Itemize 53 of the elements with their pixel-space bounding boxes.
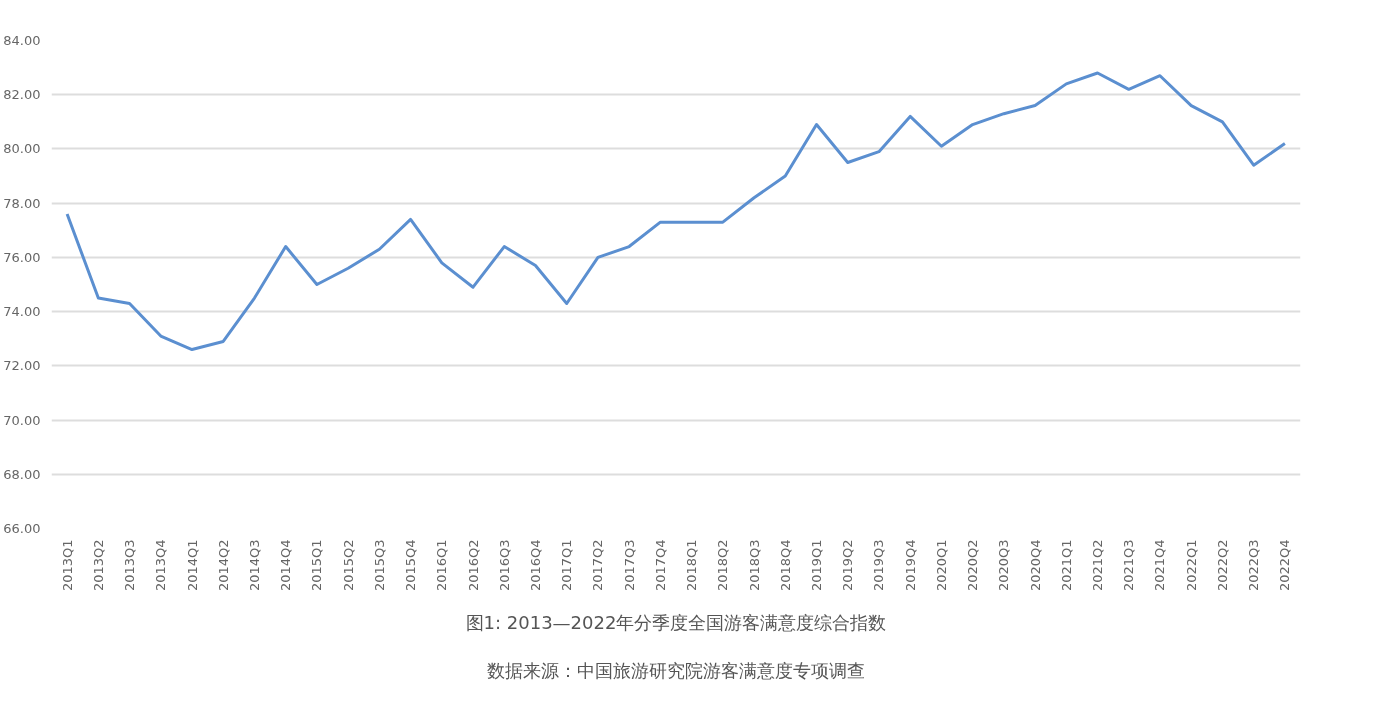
source-note: 数据来源：中国旅游研究院游客满意度专项调查 <box>487 659 865 681</box>
x-tick-label: 2013Q1 <box>59 539 75 592</box>
y-tick-label: 76.00 <box>3 249 41 265</box>
x-tick-label: 2017Q1 <box>559 539 575 592</box>
x-tick-label: 2013Q4 <box>153 539 169 592</box>
x-tick-label: 2018Q2 <box>715 539 731 592</box>
x-tick-label: 2019Q4 <box>902 539 918 592</box>
x-tick-label: 2021Q1 <box>1058 539 1074 592</box>
x-tick-label: 2021Q2 <box>1090 539 1106 592</box>
y-tick-label: 68.00 <box>3 466 41 482</box>
x-tick-label: 2020Q2 <box>965 539 981 592</box>
x-tick-label: 2014Q1 <box>184 539 200 592</box>
x-tick-label: 2013Q3 <box>122 539 138 592</box>
x-tick-label: 2016Q4 <box>527 539 543 592</box>
y-tick-label: 82.00 <box>3 87 41 103</box>
y-tick-label: 66.00 <box>3 521 41 536</box>
x-tick-label: 2020Q1 <box>933 539 949 592</box>
x-tick-label: 2019Q2 <box>840 539 856 592</box>
x-tick-label: 2017Q4 <box>652 539 668 592</box>
x-tick-label: 2013Q2 <box>90 539 106 592</box>
x-tick-label: 2015Q2 <box>340 539 356 592</box>
x-tick-label: 2017Q3 <box>621 539 637 592</box>
x-tick-label: 2015Q4 <box>403 539 419 592</box>
x-tick-label: 2015Q1 <box>309 539 325 592</box>
x-tick-label: 2021Q3 <box>1121 539 1137 592</box>
x-tick-label: 2015Q3 <box>371 539 387 592</box>
x-tick-label: 2022Q1 <box>1183 539 1199 592</box>
x-tick-label: 2018Q4 <box>777 539 793 592</box>
x-tick-label: 2021Q4 <box>1152 539 1168 592</box>
x-tick-label: 2019Q3 <box>871 539 887 592</box>
x-tick-label: 2019Q1 <box>809 539 825 592</box>
x-tick-label: 2017Q2 <box>590 539 606 592</box>
x-tick-label: 2020Q3 <box>996 539 1012 592</box>
y-tick-label: 80.00 <box>3 141 41 157</box>
x-tick-label: 2022Q2 <box>1214 539 1230 592</box>
y-tick-label: 70.00 <box>3 412 41 428</box>
x-tick-label: 2018Q1 <box>684 539 700 592</box>
x-tick-label: 2014Q4 <box>278 539 294 592</box>
x-tick-label: 2018Q3 <box>746 539 762 592</box>
x-tick-label: 2016Q2 <box>465 539 481 592</box>
text: 图1: 2013—2022年分季度全国游客满意度综合指数 <box>465 611 887 633</box>
x-tick-label: 2022Q3 <box>1246 539 1262 592</box>
y-tick-label: 84.00 <box>3 33 41 48</box>
y-tick-label: 72.00 <box>3 358 41 374</box>
x-tick-label: 2014Q2 <box>215 539 231 592</box>
y-tick-label: 78.00 <box>3 195 41 211</box>
x-tick-label: 2020Q4 <box>1027 539 1043 592</box>
x-tick-label: 2022Q4 <box>1277 539 1293 592</box>
x-tick-label: 2016Q3 <box>496 539 512 592</box>
x-tick-label: 2016Q1 <box>434 539 450 592</box>
line-series <box>65 71 1287 352</box>
x-tick-label: 2014Q3 <box>246 539 262 592</box>
y-tick-label: 74.00 <box>3 304 41 320</box>
